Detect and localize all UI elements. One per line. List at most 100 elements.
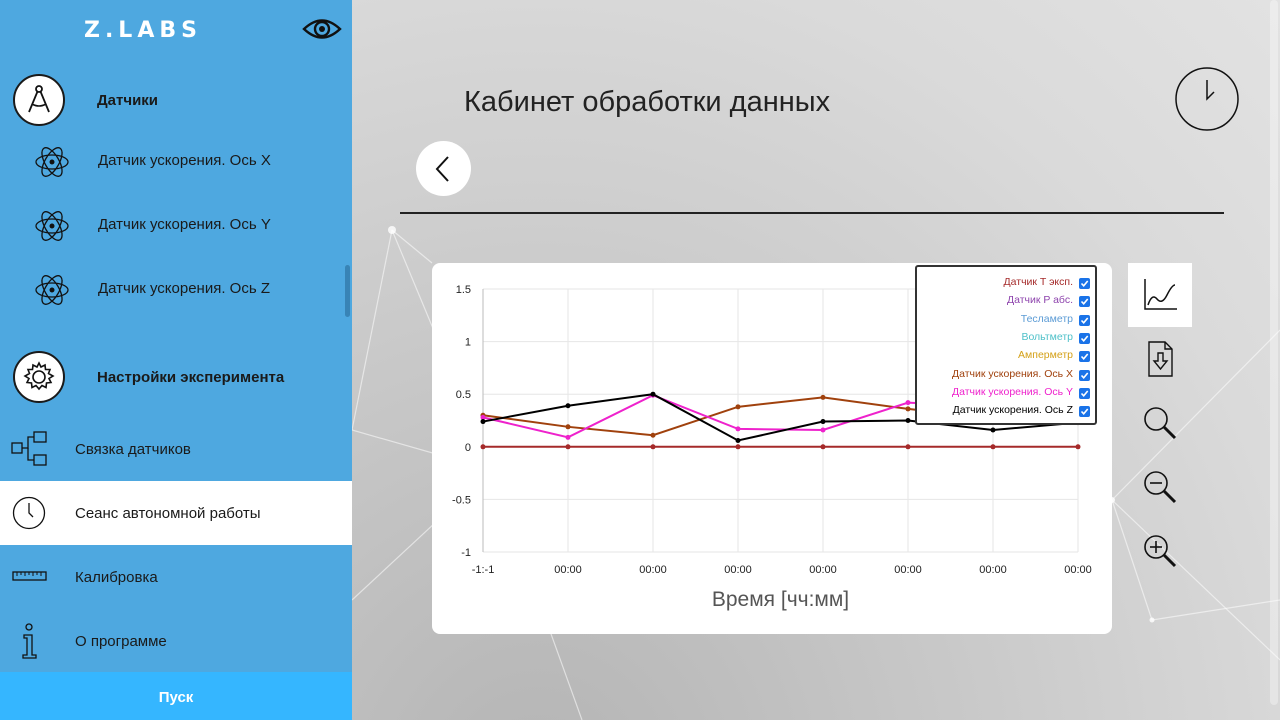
x-axis-label: Время [чч:мм] xyxy=(712,588,849,611)
data-point xyxy=(820,419,826,425)
data-point xyxy=(990,444,996,450)
line-chart-icon xyxy=(1144,279,1177,310)
data-point xyxy=(565,434,571,440)
legend-entry: Датчик ускорения. Ось Z xyxy=(952,404,1073,417)
data-point xyxy=(565,403,571,409)
data-point xyxy=(1075,444,1081,450)
sidebar-item-about[interactable]: О программе xyxy=(0,609,352,673)
data-point xyxy=(820,394,826,400)
sidebar-item-sensor-link[interactable]: Связка датчиков xyxy=(0,417,352,481)
legend-entry: Амперметр xyxy=(1018,349,1073,362)
zoom-in-button[interactable] xyxy=(1128,519,1192,583)
link-sensors-icon xyxy=(11,431,47,466)
check-icon xyxy=(1080,280,1089,288)
data-point xyxy=(480,419,486,425)
back-button[interactable] xyxy=(416,141,471,196)
clock-icon[interactable] xyxy=(1174,66,1240,132)
series-line xyxy=(482,393,1079,442)
zoom-out-button[interactable] xyxy=(1128,455,1192,519)
legend-entry: Датчик ускорения. Ось Y xyxy=(952,385,1073,398)
legend-entry: Вольтметр xyxy=(1021,330,1073,343)
sidebar-item-label: Связка датчиков xyxy=(75,441,191,458)
data-point xyxy=(480,414,486,420)
zoom-in-icon xyxy=(1144,535,1177,568)
y-tick-label: 1 xyxy=(465,337,471,349)
x-tick-label: 00:00 xyxy=(554,564,582,576)
section-sensors[interactable]: Датчики xyxy=(0,74,352,138)
section-experiment-settings[interactable]: Настройки эксперимента xyxy=(0,351,352,415)
data-point xyxy=(735,426,741,432)
x-tick-label: 00:00 xyxy=(809,564,837,576)
x-tick-label: 00:00 xyxy=(1064,564,1092,576)
data-point xyxy=(990,427,996,433)
data-point xyxy=(650,432,656,438)
y-tick-label: 0 xyxy=(465,442,471,454)
y-tick-label: -1 xyxy=(461,547,471,559)
divider xyxy=(400,212,1224,214)
chart-card: 1.5 1 0.5 0 -0.5 -1 -1:-1 00:00 00:00 00:00 00:00 0… xyxy=(432,263,1112,634)
main-scrollbar[interactable] xyxy=(1270,0,1278,705)
sidebar-item-calibration[interactable]: Калибровка xyxy=(0,545,352,609)
data-point xyxy=(480,444,486,450)
start-button[interactable]: Пуск xyxy=(0,672,352,720)
sidebar-item-accel-z[interactable]: Датчик ускорения. Ось Z xyxy=(0,258,352,322)
data-point xyxy=(905,406,911,412)
section-label: Датчики xyxy=(97,92,159,109)
check-icon xyxy=(1080,298,1089,306)
legend-checkbox[interactable] xyxy=(1079,278,1090,289)
x-tick-label: 00:00 xyxy=(979,564,1007,576)
legend-entry: Датчик P абс. xyxy=(1006,294,1073,307)
legend-checkbox[interactable] xyxy=(1079,351,1090,363)
clock-icon xyxy=(12,496,46,530)
y-tick-label: -0.5 xyxy=(452,494,471,506)
data-point xyxy=(735,437,741,443)
legend-checkbox[interactable] xyxy=(1079,296,1090,308)
page-title: Кабинет обработки данных xyxy=(464,86,831,118)
sidebar-item-label: Датчик ускорения. Ось X xyxy=(98,152,271,169)
data-point xyxy=(820,427,826,433)
sidebar: Z.LABS Датчики Датчик ускорения. Ось X xyxy=(0,0,352,720)
eye-icon[interactable] xyxy=(302,14,342,44)
check-icon xyxy=(1080,390,1089,397)
atom-icon xyxy=(35,275,69,305)
sidebar-item-accel-x[interactable]: Датчик ускорения. Ось X xyxy=(0,130,352,194)
data-point xyxy=(650,391,656,397)
download-file-button[interactable] xyxy=(1128,327,1192,391)
sidebar-item-label: Датчик ускорения. Ось Z xyxy=(98,280,270,297)
zoom-out-icon xyxy=(1144,471,1177,504)
data-point xyxy=(650,444,656,450)
data-point xyxy=(820,444,826,450)
chevron-left-icon xyxy=(435,156,449,182)
sidebar-item-autonomous-session[interactable]: Сеанс автономной работы xyxy=(0,481,352,545)
main-area: Кабинет обработки данных 1.5 1 0.5 0 -0.5 -1-… xyxy=(352,0,1280,720)
check-icon xyxy=(1080,335,1089,342)
search-button[interactable] xyxy=(1128,391,1192,455)
magnifier-icon xyxy=(1144,407,1177,440)
chart-view-button[interactable] xyxy=(1128,263,1192,327)
check-icon xyxy=(1080,371,1089,379)
legend-checkbox[interactable] xyxy=(1079,332,1090,344)
legend-entry: Датчик ускорения. Ось X xyxy=(952,367,1073,380)
data-point xyxy=(565,444,571,450)
legend-entry: Тесламетр xyxy=(1020,312,1073,325)
x-tick-label: -1:-1 xyxy=(472,564,495,576)
legend-checkbox[interactable] xyxy=(1079,406,1090,418)
y-tick-label: 0.5 xyxy=(456,389,471,401)
legend-checkbox[interactable] xyxy=(1079,369,1090,381)
data-point xyxy=(905,418,911,423)
legend-checkbox[interactable] xyxy=(1079,387,1090,399)
compass-icon xyxy=(13,74,65,126)
legend-checkbox[interactable] xyxy=(1079,314,1090,326)
data-point xyxy=(735,404,741,410)
atom-icon xyxy=(35,147,69,177)
sidebar-item-label: О программе xyxy=(75,633,167,650)
sidebar-item-label: Калибровка xyxy=(75,569,158,586)
sidebar-item-label: Датчик ускорения. Ось Y xyxy=(98,216,271,233)
sidebar-item-accel-y[interactable]: Датчик ускорения. Ось Y xyxy=(0,194,352,258)
data-point xyxy=(905,444,911,450)
data-point xyxy=(565,424,571,430)
brand-logo: Z.LABS xyxy=(84,18,202,43)
section-label: Настройки эксперимента xyxy=(97,369,285,386)
sidebar-scrollbar[interactable] xyxy=(345,265,350,317)
atom-icon xyxy=(35,211,69,241)
